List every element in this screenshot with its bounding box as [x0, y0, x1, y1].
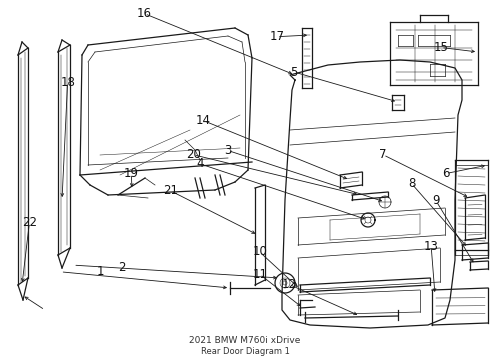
Text: 2: 2	[118, 261, 125, 274]
Text: 20: 20	[186, 148, 201, 161]
Text: 22: 22	[22, 216, 37, 229]
Text: 12: 12	[282, 278, 296, 291]
Text: 15: 15	[434, 41, 448, 54]
Text: 10: 10	[252, 246, 267, 258]
Text: 2021 BMW M760i xDrive: 2021 BMW M760i xDrive	[189, 336, 301, 345]
Text: 8: 8	[408, 177, 416, 190]
Text: 21: 21	[163, 184, 178, 197]
Text: 5: 5	[290, 66, 298, 78]
Text: 6: 6	[442, 167, 450, 180]
Text: 13: 13	[424, 240, 439, 253]
Text: 4: 4	[196, 157, 204, 170]
Text: 9: 9	[432, 194, 440, 207]
Text: 17: 17	[270, 30, 284, 43]
Text: 11: 11	[252, 268, 267, 281]
Text: 18: 18	[60, 76, 75, 89]
Text: 19: 19	[124, 167, 139, 180]
Text: 1: 1	[97, 265, 104, 278]
Text: 3: 3	[224, 144, 232, 157]
Text: Rear Door Diagram 1: Rear Door Diagram 1	[200, 346, 290, 356]
Text: 7: 7	[379, 148, 387, 161]
Text: 14: 14	[196, 114, 211, 127]
Text: 16: 16	[137, 7, 152, 20]
